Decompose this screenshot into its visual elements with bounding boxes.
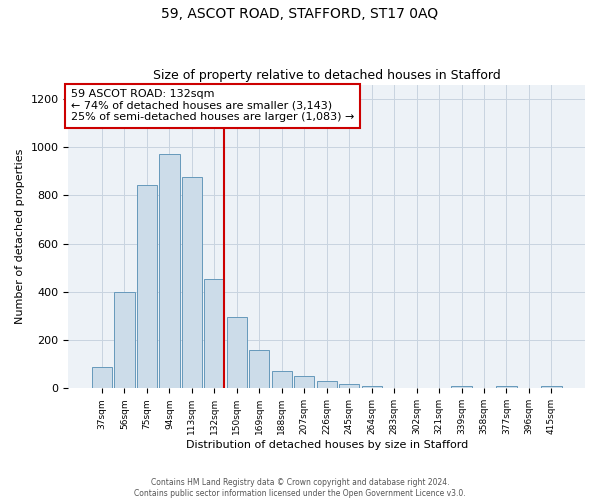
Bar: [294, 376, 314, 388]
Bar: [317, 381, 337, 388]
Bar: [92, 366, 112, 388]
Text: Contains HM Land Registry data © Crown copyright and database right 2024.
Contai: Contains HM Land Registry data © Crown c…: [134, 478, 466, 498]
Bar: [362, 386, 382, 388]
Text: 59 ASCOT ROAD: 132sqm
← 74% of detached houses are smaller (3,143)
25% of semi-d: 59 ASCOT ROAD: 132sqm ← 74% of detached …: [71, 89, 355, 122]
Bar: [204, 278, 224, 388]
Bar: [272, 372, 292, 388]
Bar: [451, 386, 472, 388]
Bar: [115, 292, 134, 388]
Bar: [541, 386, 562, 388]
Bar: [137, 184, 157, 388]
X-axis label: Distribution of detached houses by size in Stafford: Distribution of detached houses by size …: [185, 440, 468, 450]
Bar: [249, 350, 269, 389]
Bar: [496, 386, 517, 388]
Bar: [159, 154, 179, 388]
Text: 59, ASCOT ROAD, STAFFORD, ST17 0AQ: 59, ASCOT ROAD, STAFFORD, ST17 0AQ: [161, 8, 439, 22]
Bar: [182, 178, 202, 388]
Bar: [227, 317, 247, 388]
Y-axis label: Number of detached properties: Number of detached properties: [15, 149, 25, 324]
Bar: [339, 384, 359, 388]
Title: Size of property relative to detached houses in Stafford: Size of property relative to detached ho…: [153, 69, 500, 82]
